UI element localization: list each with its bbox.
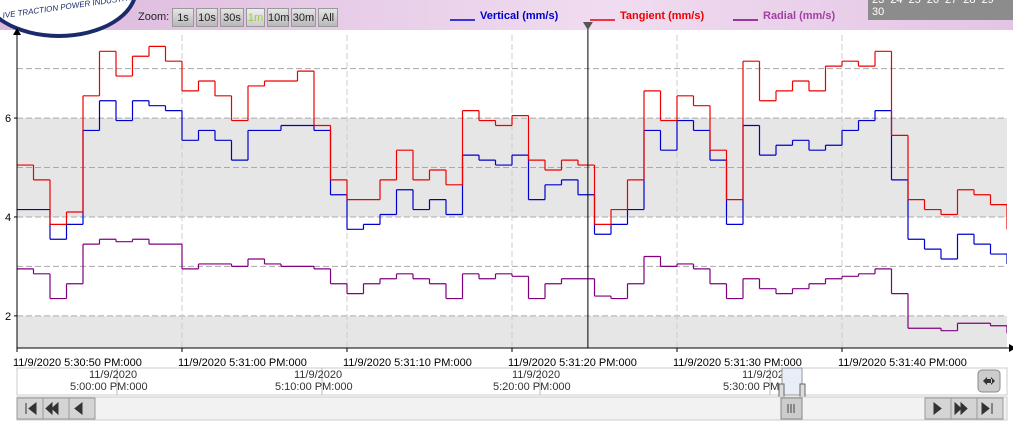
navigator-date: 11/9/2020 xyxy=(512,369,560,381)
navigator xyxy=(16,367,1008,396)
scroll-icon xyxy=(981,401,993,416)
scroll-icon xyxy=(45,401,59,416)
x-tick-label: 11/9/2020 5:31:40 PM:000 xyxy=(838,357,967,369)
zoom-button[interactable]: 10m xyxy=(267,8,289,27)
x-tick-label: 11/9/2020 5:31:30 PM:000 xyxy=(673,357,802,369)
navigator-time: 5:20:00 PM:000 xyxy=(493,381,571,393)
calendar-row: 23 24 25 26 27 28 29 xyxy=(872,0,1013,6)
reset-icon xyxy=(983,377,995,385)
calendar-row: 30 xyxy=(872,6,1013,18)
scrollbar xyxy=(16,396,1008,421)
x-tick-label: 11/9/2020 5:30:50 PM:000 xyxy=(13,357,142,369)
navigator-date: 11/9/2020 xyxy=(742,369,790,381)
calendar-day: 28 xyxy=(963,0,976,6)
header xyxy=(0,0,1013,30)
scroll-button[interactable] xyxy=(976,397,1004,420)
scroll-icon xyxy=(933,401,942,416)
legend-label: Vertical (mm/s) xyxy=(480,10,559,22)
zoom-button[interactable]: 30s xyxy=(220,8,244,27)
navigator-window xyxy=(781,367,803,396)
scroll-grip xyxy=(787,404,795,413)
y-axis-arrow xyxy=(13,28,21,35)
y-tick-label: 4 xyxy=(5,212,11,224)
calendar-day: 27 xyxy=(945,0,958,6)
navigator-handle xyxy=(799,383,806,399)
legend-label: Tangient (mm/s) xyxy=(620,10,704,22)
zoom-button[interactable]: 1m xyxy=(246,8,265,27)
zoom-button[interactable]: 1s xyxy=(172,8,194,27)
y-tick-label: 2 xyxy=(5,311,11,323)
calendar-day: 26 xyxy=(926,0,939,6)
calendar-day: 30 xyxy=(872,6,885,18)
x-tick-label: 11/9/2020 5:31:20 PM:000 xyxy=(508,357,637,369)
navigator-date: 11/9/2020 xyxy=(294,369,342,381)
x-axis-arrow xyxy=(1009,344,1013,352)
scroll-icon xyxy=(25,401,37,416)
navigator-time: 5:10:00 PM:000 xyxy=(275,381,353,393)
scroll-icon xyxy=(74,401,83,416)
navigator-date: 11/9/2020 xyxy=(89,369,137,381)
calendar-day: 25 xyxy=(908,0,921,6)
y-tick-label: 6 xyxy=(5,113,11,125)
zoom-label: Zoom: xyxy=(138,11,170,23)
x-tick-label: 11/9/2020 5:31:00 PM:000 xyxy=(178,357,307,369)
navigator-handle xyxy=(778,383,785,399)
calendar-day: 24 xyxy=(890,0,903,6)
legend-label: Radial (mm/s) xyxy=(763,10,835,22)
cursor-handle xyxy=(582,22,593,30)
scroll-icon xyxy=(954,401,968,416)
zoom-button[interactable]: 10s xyxy=(196,8,218,27)
calendar: 23 24 25 26 27 28 29 30 xyxy=(868,0,1013,20)
calendar-day: 23 xyxy=(872,0,885,6)
zoom-button[interactable]: All xyxy=(318,8,338,27)
navigator-time: 5:00:00 PM:000 xyxy=(70,381,148,393)
calendar-day: 29 xyxy=(981,0,994,6)
zoom-button[interactable]: 30m xyxy=(291,8,316,27)
x-tick-label: 11/9/2020 5:31:10 PM:000 xyxy=(343,357,472,369)
